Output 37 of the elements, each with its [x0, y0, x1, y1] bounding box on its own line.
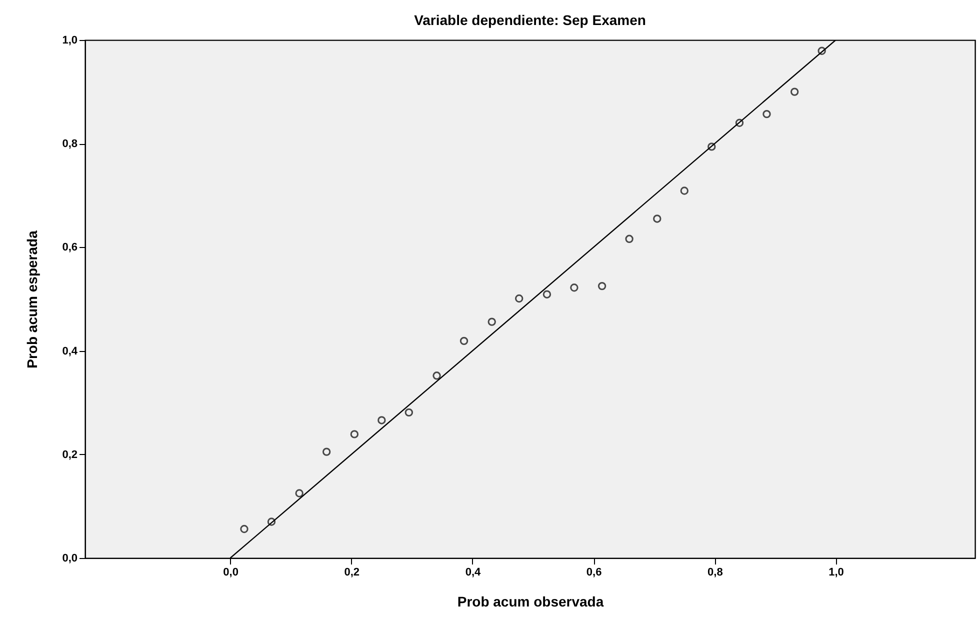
point — [350, 430, 359, 438]
point — [598, 282, 606, 290]
chart-title: Variable dependiente: Sep Examen — [414, 12, 646, 28]
point — [267, 518, 276, 526]
point — [790, 88, 799, 96]
x-tick-label: 0,8 — [708, 566, 723, 578]
point — [488, 318, 496, 326]
point — [735, 118, 744, 127]
point — [542, 290, 552, 298]
x-tick-label: 0,2 — [344, 566, 360, 578]
x-tick-label: 0,6 — [586, 566, 602, 578]
y-tick-label: 0,2 — [62, 448, 78, 461]
point — [515, 294, 524, 303]
y-tick-label: 0,4 — [62, 345, 78, 358]
point — [762, 110, 771, 118]
x-axis-title: Prob acum observada — [457, 594, 604, 610]
y-tick-label: 0,6 — [62, 242, 78, 254]
x-tick-label: 0,0 — [223, 566, 238, 578]
y-axis-title: Prob acum esperada — [24, 230, 40, 368]
point — [818, 46, 826, 55]
point — [625, 234, 634, 244]
point — [295, 489, 304, 498]
y-tick-label: 1,0 — [62, 34, 78, 46]
point — [404, 408, 414, 417]
point — [432, 372, 441, 380]
point — [570, 284, 578, 292]
point — [708, 142, 716, 151]
y-tick-label: 0,8 — [62, 138, 78, 150]
x-tick-label: 0,4 — [465, 566, 482, 578]
point — [240, 524, 248, 534]
point — [460, 336, 468, 346]
point — [680, 186, 688, 195]
point — [322, 448, 331, 456]
point — [653, 214, 662, 223]
y-tick-label: 0,0 — [62, 552, 78, 564]
point — [378, 416, 386, 424]
x-tick-label: 1,0 — [828, 566, 844, 578]
